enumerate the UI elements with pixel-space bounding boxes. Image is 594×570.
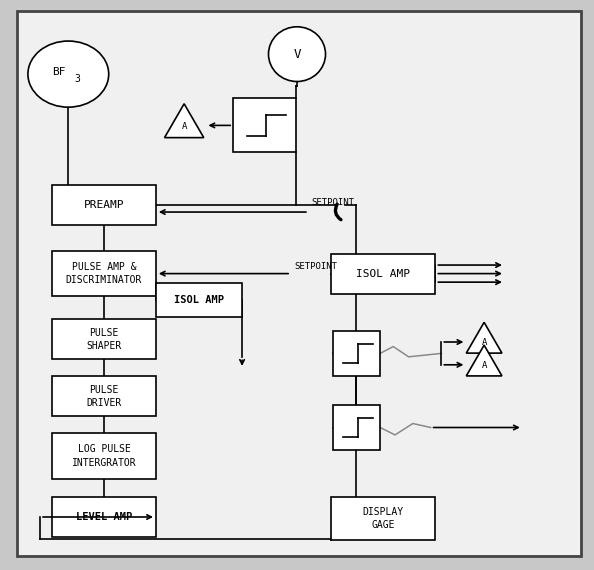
Bar — [156, 283, 242, 317]
Text: ISOL AMP: ISOL AMP — [174, 295, 224, 306]
Bar — [52, 319, 156, 359]
Text: ISOL AMP: ISOL AMP — [356, 268, 410, 279]
Ellipse shape — [28, 41, 109, 107]
Text: SETPOINT: SETPOINT — [312, 198, 355, 207]
Text: LOG PULSE
INTERGRATOR: LOG PULSE INTERGRATOR — [72, 445, 136, 467]
Text: A: A — [481, 361, 487, 370]
Text: DISPLAY
GAGE: DISPLAY GAGE — [362, 507, 404, 530]
Text: PULSE AMP &
DISCRIMINATOR: PULSE AMP & DISCRIMINATOR — [66, 262, 142, 285]
Bar — [52, 433, 156, 479]
Bar — [233, 98, 295, 152]
Bar — [331, 254, 435, 294]
Text: A: A — [181, 122, 187, 131]
Polygon shape — [466, 323, 502, 353]
Text: SETPOINT: SETPOINT — [294, 262, 337, 271]
Bar — [52, 376, 156, 416]
Bar — [333, 405, 380, 450]
Text: V: V — [293, 48, 301, 60]
Circle shape — [268, 27, 326, 82]
Bar — [52, 251, 156, 296]
Bar — [52, 497, 156, 537]
Text: BF: BF — [52, 67, 65, 77]
Polygon shape — [165, 104, 204, 137]
Text: PULSE
SHAPER: PULSE SHAPER — [86, 328, 122, 351]
Text: 3: 3 — [74, 74, 80, 84]
Polygon shape — [466, 345, 502, 376]
Text: A: A — [481, 339, 487, 347]
Text: LEVEL AMP: LEVEL AMP — [76, 512, 132, 522]
Bar — [331, 497, 435, 540]
Bar — [333, 331, 380, 376]
Text: PREAMP: PREAMP — [84, 200, 124, 210]
Text: PULSE
DRIVER: PULSE DRIVER — [86, 385, 122, 408]
Bar — [52, 185, 156, 225]
